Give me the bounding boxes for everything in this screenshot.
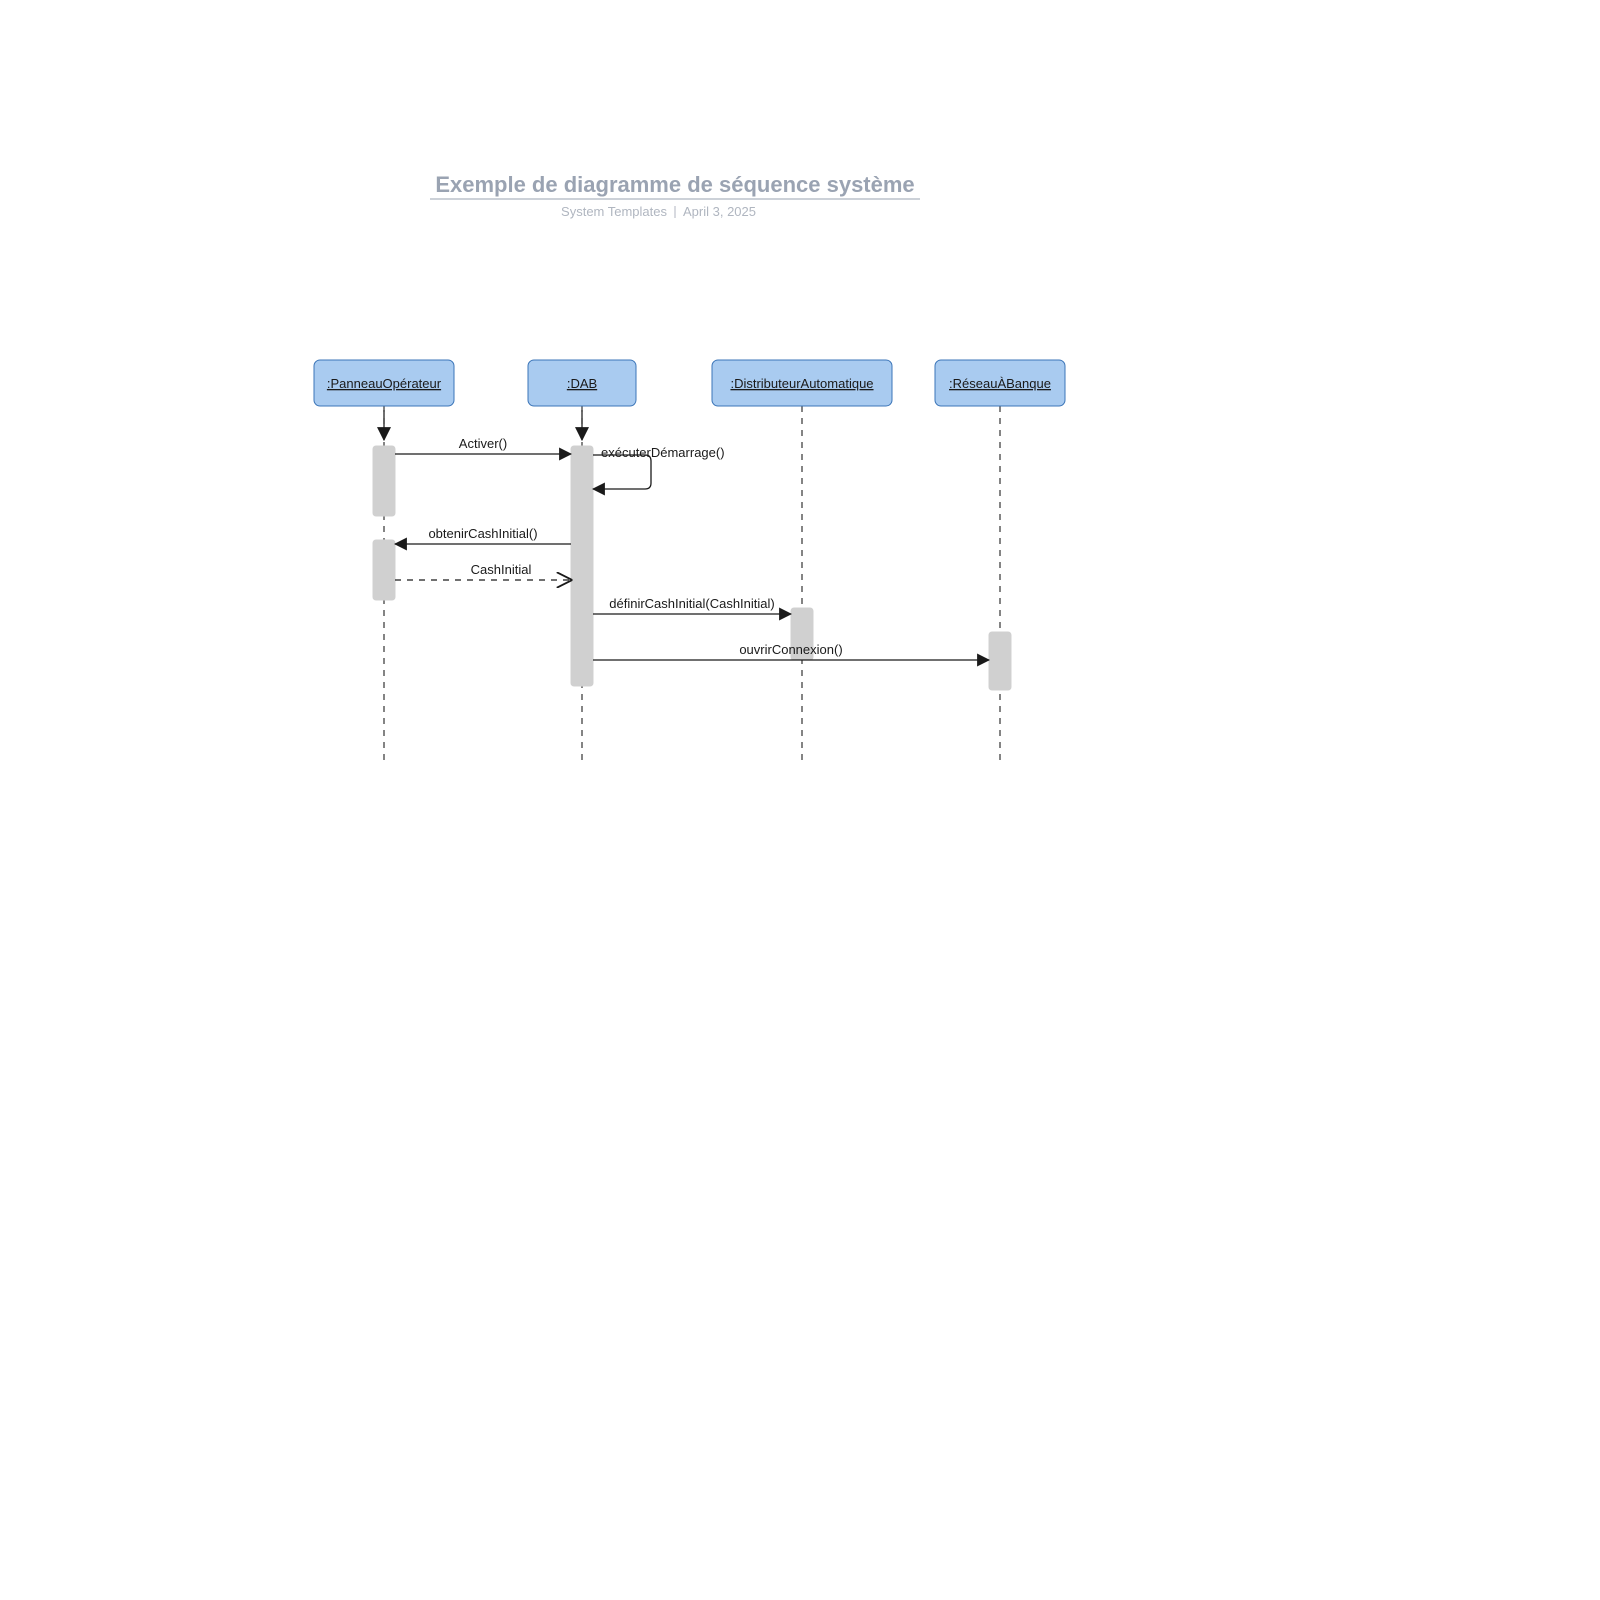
lifeline-label-op: :PanneauOpérateur <box>327 376 442 391</box>
self-message-label: exécuterDémarrage() <box>601 445 725 460</box>
diagram-title: Exemple de diagramme de séquence système <box>435 172 914 197</box>
lifeline-label-net: :RéseauÀBanque <box>949 376 1051 391</box>
activation-op-1 <box>373 540 395 600</box>
subtitle-left: System Templates <box>561 204 667 219</box>
lifeline-label-dist: :DistributeurAutomatique <box>730 376 873 391</box>
message-label-2: CashInitial <box>471 562 532 577</box>
message-label-0: Activer() <box>459 436 507 451</box>
message-label-1: obtenirCashInitial() <box>428 526 537 541</box>
activation-net-4 <box>989 632 1011 690</box>
self-message-loop <box>593 455 651 489</box>
subtitle-right: April 3, 2025 <box>683 204 756 219</box>
activation-op-0 <box>373 446 395 516</box>
message-label-4: ouvrirConnexion() <box>739 642 842 657</box>
activation-dab-2 <box>571 446 593 686</box>
message-label-3: définirCashInitial(CashInitial) <box>609 596 774 611</box>
lifeline-label-dab: :DAB <box>567 376 597 391</box>
